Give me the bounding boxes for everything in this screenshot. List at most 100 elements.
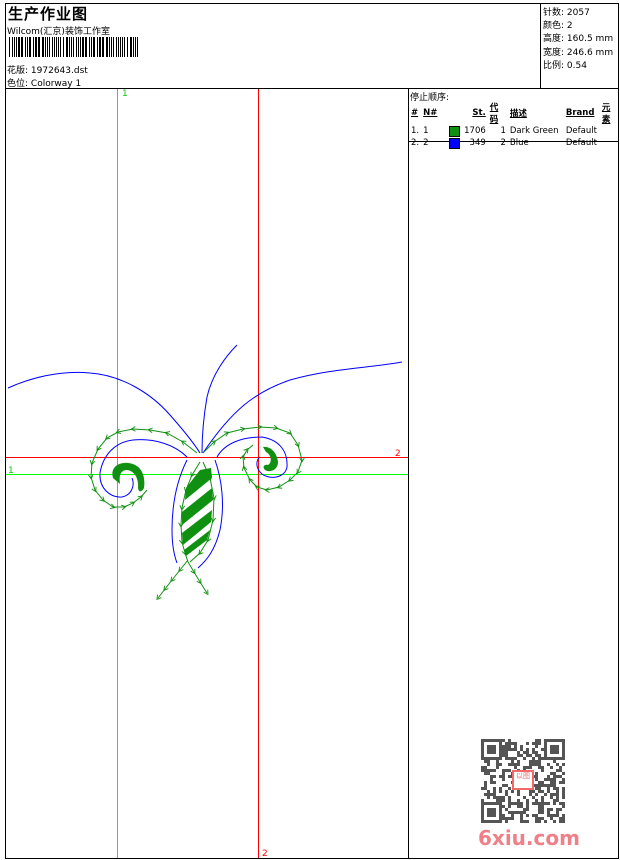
company-name: Wilcom(汇京)装饰工作室 — [7, 27, 110, 37]
barcode-bar — [42, 37, 44, 57]
qr-module — [499, 820, 502, 823]
qr-module — [520, 745, 523, 748]
qr-module — [493, 739, 496, 742]
qr-module — [481, 817, 484, 820]
qr-module — [541, 784, 544, 787]
guide-label: 2 — [262, 849, 268, 859]
qr-module — [499, 790, 502, 793]
qr-module — [481, 805, 484, 808]
qr-module — [553, 775, 556, 778]
barcode-bar — [85, 37, 87, 57]
qr-module — [541, 748, 544, 751]
qr-module — [547, 775, 550, 778]
qr-module — [487, 820, 490, 823]
qr-module — [514, 757, 517, 760]
qr-module — [556, 814, 559, 817]
qr-module — [541, 799, 544, 802]
label: 比例: — [543, 61, 565, 71]
qr-module — [556, 739, 559, 742]
qr-module — [511, 790, 514, 793]
qr-module — [499, 796, 502, 799]
qr-module — [517, 793, 520, 796]
qr-module — [538, 739, 541, 742]
qr-module — [508, 811, 511, 814]
qr-module — [556, 751, 559, 754]
table-row[interactable]: 1. 1 1706 1 Dark Green Default — [409, 125, 620, 137]
page-title: 生产作业图 — [8, 5, 89, 23]
qr-module — [484, 769, 487, 772]
barcode-bar — [97, 37, 98, 57]
qr-module — [520, 814, 523, 817]
qr-module — [526, 808, 529, 811]
qr-module — [550, 739, 553, 742]
qr-module — [556, 775, 559, 778]
qr-module — [502, 751, 505, 754]
barcode-bar — [18, 37, 20, 57]
qr-module — [547, 763, 550, 766]
qr-module — [550, 766, 553, 769]
qr-module — [481, 742, 484, 745]
qr-module — [481, 745, 484, 748]
qr-module — [550, 814, 553, 817]
qr-module — [508, 775, 511, 778]
barcode-bar — [76, 37, 77, 57]
barcode-bar — [38, 37, 40, 57]
qr-module — [556, 787, 559, 790]
row-description: Blue — [509, 138, 529, 148]
qr-module — [493, 769, 496, 772]
qr-module — [550, 772, 553, 775]
table-row[interactable]: 2. 2 349 2 Blue Default — [409, 137, 620, 149]
qr-module — [490, 811, 493, 814]
qr-module — [505, 745, 508, 748]
qr-module — [490, 775, 493, 778]
qr-module — [496, 799, 499, 802]
qr-module — [484, 757, 487, 760]
qr-module — [481, 739, 484, 742]
qr-module — [487, 760, 490, 763]
stamp-logo: 以图 — [512, 770, 534, 790]
barcode-bar — [60, 37, 61, 57]
qr-module — [544, 802, 547, 805]
value: 246.6 mm — [566, 48, 614, 58]
qr-module — [535, 739, 538, 742]
qr-module — [520, 805, 523, 808]
barcode-bar — [56, 37, 57, 57]
qr-module — [562, 748, 565, 751]
qr-module — [484, 784, 487, 787]
qr-module — [547, 802, 550, 805]
value: 0.54 — [566, 61, 587, 71]
barcode-bar — [93, 37, 95, 57]
qr-module — [493, 802, 496, 805]
qr-module — [499, 739, 502, 742]
qr-module — [538, 805, 541, 808]
qr-module — [514, 811, 517, 814]
info-colors: 颜色: 2 — [543, 18, 573, 31]
barcode-bar — [63, 37, 64, 57]
qr-module — [550, 808, 553, 811]
qr-module — [532, 814, 535, 817]
qr-module — [526, 751, 529, 754]
qr-module — [541, 757, 544, 760]
qr-module — [562, 754, 565, 757]
qr-module — [490, 778, 493, 781]
qr-module — [553, 793, 556, 796]
info-scale: 比例: 0.54 — [543, 58, 587, 71]
qr-module — [502, 739, 505, 742]
qr-module — [487, 796, 490, 799]
qr-module — [562, 742, 565, 745]
barcode-bar — [106, 37, 108, 57]
qr-module — [520, 748, 523, 751]
qr-module — [553, 757, 556, 760]
qr-module — [544, 784, 547, 787]
qr-module — [496, 802, 499, 805]
info-width: 宽度: 246.6 mm — [543, 45, 613, 58]
qr-module — [523, 796, 526, 799]
guide-label: 1 — [8, 466, 14, 476]
qr-module — [547, 778, 550, 781]
barcode-bar — [27, 37, 28, 57]
qr-module — [514, 745, 517, 748]
qr-module — [517, 751, 520, 754]
design-file-value: 1972643.dst — [30, 66, 88, 76]
qr-module — [553, 745, 556, 748]
qr-module — [499, 799, 502, 802]
